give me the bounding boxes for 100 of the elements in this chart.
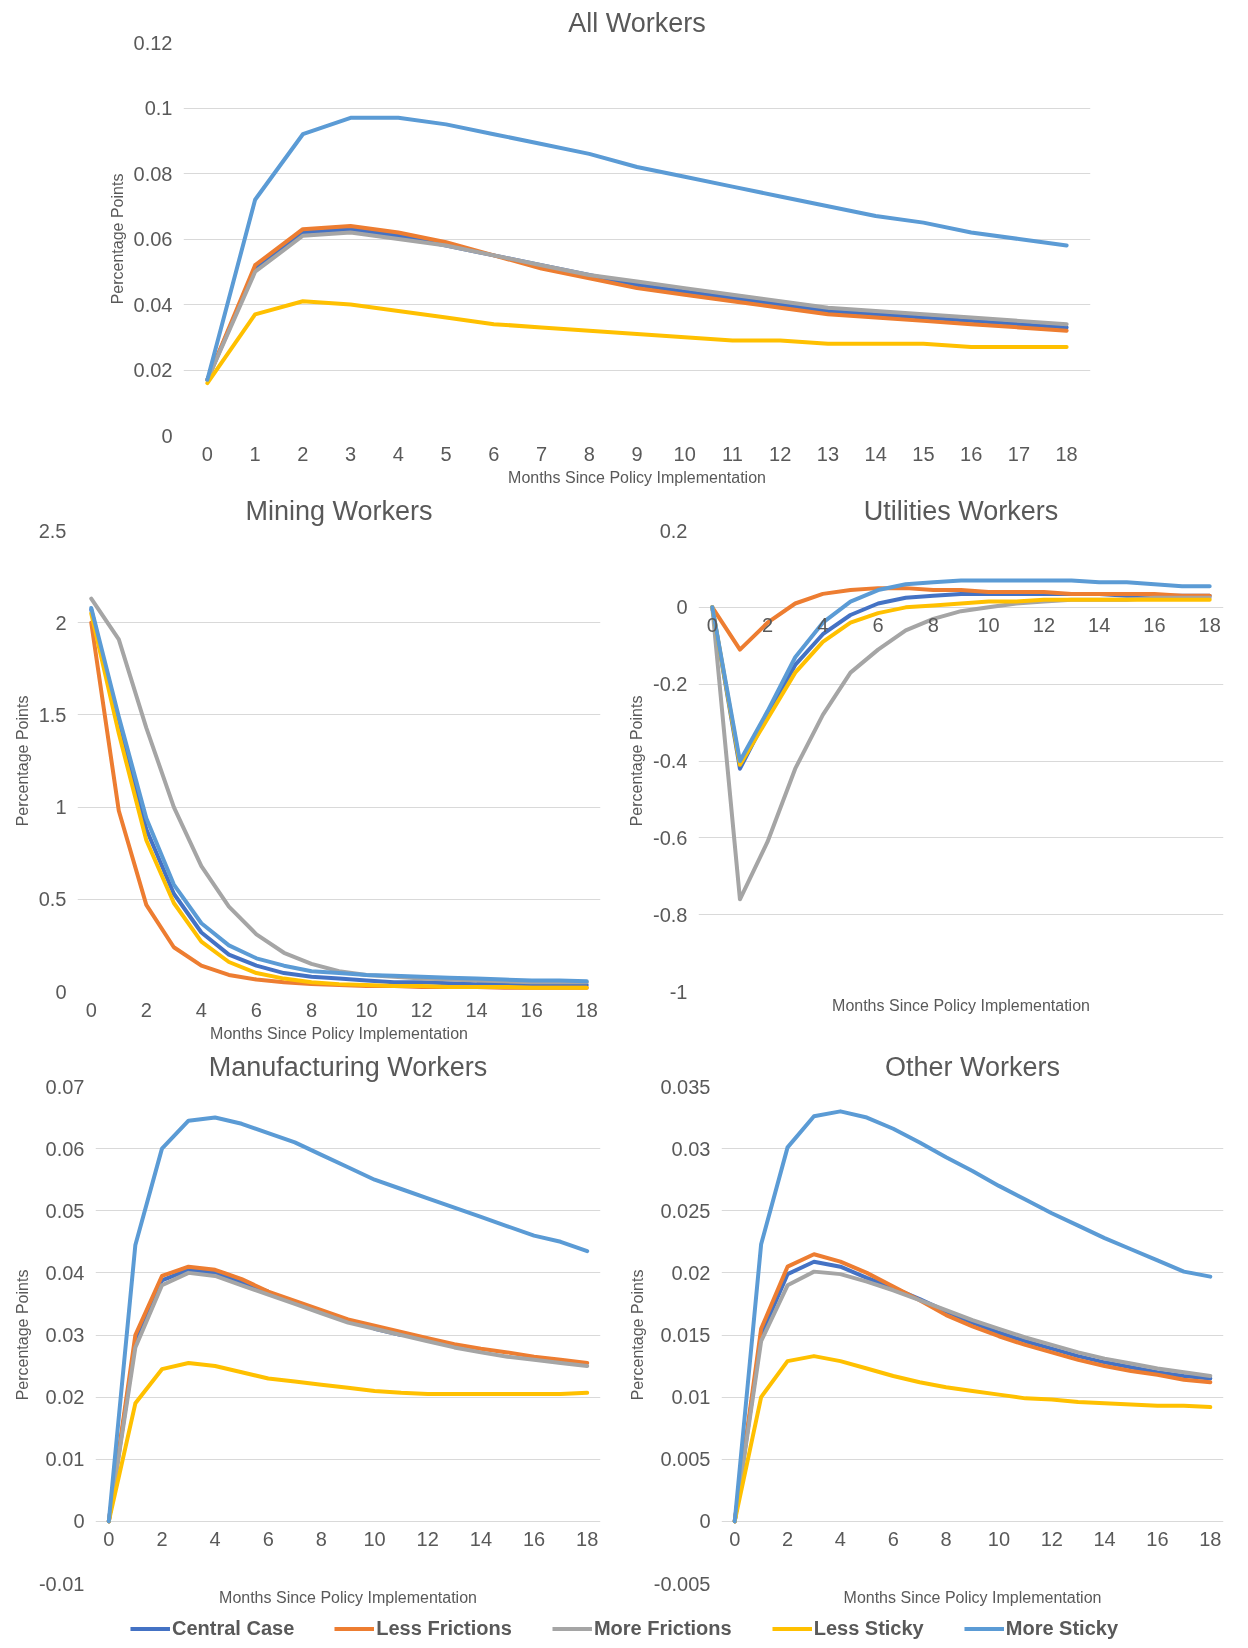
x-tick-label: 4 [834,1528,846,1551]
legend-label: Central Case [171,1616,295,1640]
x-tick-label: 8 [927,614,939,637]
y-axis-title: Percentage Points [13,695,31,827]
y-tick-label: 0.005 [660,1448,711,1471]
y-tick-label: 0.01 [45,1448,85,1471]
x-tick-label: 8 [305,998,318,1021]
y-tick-label: 1.5 [38,703,67,726]
y-tick-label: 0.5 [38,888,67,911]
x-tick-label: 12 [1032,614,1056,637]
y-tick-label: -0.4 [653,750,688,772]
y-tick-label: -0.8 [653,903,688,926]
x-tick-label: 8 [940,1528,952,1551]
line-series [106,1115,590,1524]
line-series [205,299,1069,386]
y-axis-title: Percentage Points [108,173,126,305]
x-axis-title: Months Since Policy Implementation [508,468,766,486]
y-tick-label: 0 [699,1510,711,1533]
x-tick-label: 18 [576,1528,599,1551]
x-tick-label: 10 [355,998,378,1021]
x-axis-title: Months Since Policy Implementation [210,1024,468,1042]
legend-label: More Frictions [593,1616,732,1640]
y-tick-label: 0.02 [133,359,173,381]
x-tick-label: 14 [864,442,887,465]
chart-title: Mining Workers [245,495,433,526]
x-tick-label: 16 [1143,614,1166,637]
y-tick-label: 1 [55,796,67,819]
x-tick-label: 12 [1040,1528,1063,1551]
y-tick-label: 0.12 [133,31,173,54]
x-tick-label: 0 [103,1528,115,1551]
x-tick-label: 4 [392,442,404,465]
y-tick-label: 0.06 [133,228,173,250]
y-tick-label: 0.03 [671,1137,711,1160]
x-tick-label: 18 [575,998,598,1021]
y-tick-label: 0 [73,1510,85,1533]
x-tick-label: 6 [872,614,884,637]
chart-title: All Workers [568,7,706,38]
x-tick-label: 0 [201,442,213,465]
x-tick-label: 4 [209,1528,221,1551]
x-tick-label: 17 [1007,442,1031,465]
x-tick-label: 6 [250,998,262,1021]
x-axis-title: Months Since Policy Implementation [832,996,1090,1014]
x-tick-label: 10 [673,442,696,465]
y-tick-label: 0.02 [45,1386,85,1409]
line-series [205,115,1069,382]
y-tick-label: 2.5 [38,519,67,542]
x-tick-label: 6 [887,1528,899,1551]
x-tick-label: 12 [416,1528,439,1551]
y-tick-label: 0 [161,424,173,447]
x-tick-label: 18 [1198,614,1221,637]
y-tick-label: 0.05 [45,1199,85,1222]
x-tick-label: 1 [249,442,261,465]
y-tick-label: 0 [676,596,688,619]
x-tick-label: 2 [297,442,309,465]
y-tick-label: 0 [55,980,67,1003]
legend-label: Less Sticky [813,1616,924,1640]
y-tick-label: -0.2 [653,673,688,696]
x-tick-label: 12 [410,998,433,1021]
y-tick-label: 0.04 [133,293,173,316]
y-axis-title: Percentage Points [628,695,646,827]
x-tick-label: 5 [440,442,452,465]
x-tick-label: 18 [1199,1528,1222,1551]
x-tick-label: 4 [195,998,207,1021]
y-tick-label: 0.07 [45,1075,85,1098]
line-series [732,1109,1213,1524]
x-tick-label: 3 [345,442,357,465]
x-tick-label: 6 [488,442,500,465]
y-tick-label: -1 [669,980,688,1003]
x-tick-label: 16 [1146,1528,1169,1551]
y-tick-label: 0.2 [659,519,688,542]
x-tick-label: 0 [729,1528,741,1551]
x-tick-label: 18 [1055,442,1078,465]
y-tick-label: 0.1 [144,97,173,119]
x-tick-label: 13 [816,442,840,465]
x-tick-label: 16 [520,998,543,1021]
legend-label: More Sticky [1005,1616,1119,1640]
x-tick-label: 10 [977,614,1000,637]
x-tick-label: 14 [1088,614,1111,637]
x-tick-label: 8 [583,442,595,465]
x-tick-label: 14 [469,1528,493,1551]
x-tick-label: 14 [465,998,488,1021]
x-tick-label: 7 [535,442,548,465]
y-tick-label: 0.03 [45,1324,85,1346]
x-tick-label: 15 [912,442,935,465]
x-tick-label: 16 [960,442,983,465]
x-tick-label: 10 [363,1528,386,1551]
x-axis-title: Months Since Policy Implementation [843,1588,1102,1606]
x-axis-title: Months Since Policy Implementation [219,1588,477,1606]
chart-title: Other Workers [884,1051,1061,1082]
x-tick-label: 6 [262,1528,274,1551]
legend-label: Less Frictions [376,1616,512,1640]
x-tick-label: 9 [631,442,643,465]
y-tick-label: -0.6 [653,826,688,849]
y-tick-label: 0.06 [45,1137,85,1160]
y-tick-label: 0.08 [133,162,173,185]
y-tick-label: 0.01 [671,1386,711,1409]
x-tick-label: 12 [769,442,792,465]
y-tick-label: -0.005 [653,1572,711,1595]
y-tick-label: 0.025 [660,1199,711,1222]
y-tick-label: 0.015 [660,1324,711,1346]
